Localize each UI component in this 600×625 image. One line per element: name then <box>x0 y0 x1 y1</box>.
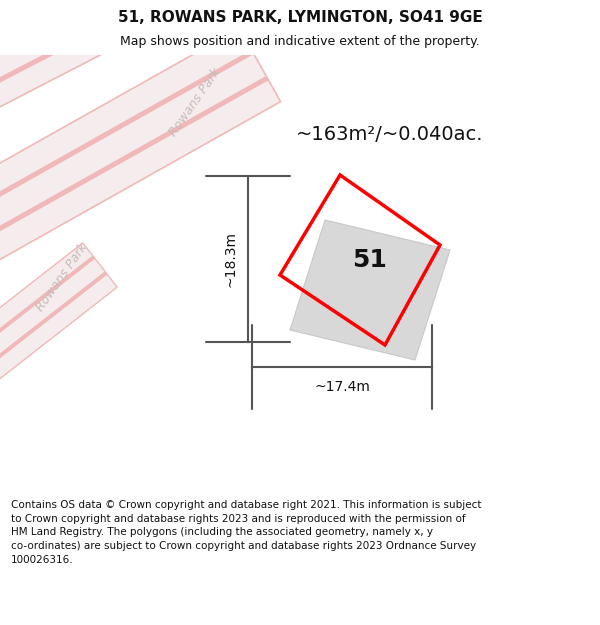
Text: Map shows position and indicative extent of the property.: Map shows position and indicative extent… <box>120 35 480 48</box>
Polygon shape <box>0 271 107 399</box>
Polygon shape <box>0 28 281 282</box>
Text: ~163m²/~0.040ac.: ~163m²/~0.040ac. <box>296 126 484 144</box>
Polygon shape <box>0 243 117 412</box>
Polygon shape <box>0 256 95 384</box>
Text: 51: 51 <box>353 248 388 272</box>
Polygon shape <box>0 76 269 260</box>
Polygon shape <box>0 0 268 129</box>
Text: ~17.4m: ~17.4m <box>314 380 370 394</box>
Text: Contains OS data © Crown copyright and database right 2021. This information is : Contains OS data © Crown copyright and d… <box>11 500 481 564</box>
Text: 51, ROWANS PARK, LYMINGTON, SO41 9GE: 51, ROWANS PARK, LYMINGTON, SO41 9GE <box>118 10 482 25</box>
Polygon shape <box>0 0 245 85</box>
Text: ~18.3m: ~18.3m <box>223 231 237 287</box>
Polygon shape <box>0 0 257 109</box>
Polygon shape <box>290 220 450 360</box>
Text: Rowans Park: Rowans Park <box>167 66 223 139</box>
Polygon shape <box>0 50 254 234</box>
Text: Rowans Park: Rowans Park <box>34 241 90 314</box>
